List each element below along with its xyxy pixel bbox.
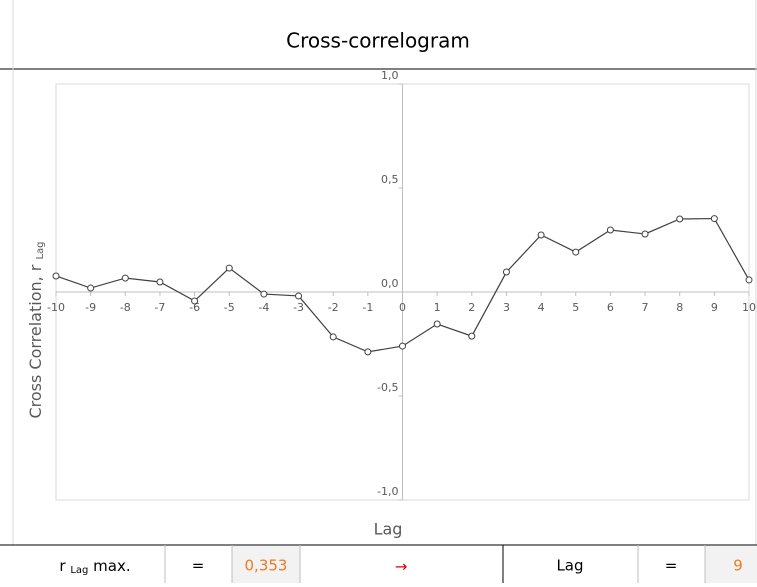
- summary-table: r Lag max. = 0,353 → Lag = 9: [0, 544, 757, 583]
- y-tick-label: -0,5: [377, 381, 398, 394]
- point: [710, 215, 718, 223]
- y-axis-title: Cross Correlation, r Lag: [26, 241, 47, 418]
- equals: =: [192, 557, 205, 575]
- point: [364, 348, 372, 356]
- cell-bg: [705, 546, 757, 583]
- point: [537, 231, 545, 239]
- x-tick-label: 3: [503, 301, 510, 314]
- lag-label: Lag: [556, 557, 583, 575]
- point: [295, 292, 303, 300]
- x-tick-label: -5: [224, 301, 235, 314]
- x-tick-label: -6: [189, 301, 200, 314]
- x-tick-label: 10: [742, 301, 756, 314]
- point: [87, 284, 95, 292]
- x-tick-label: 9: [711, 301, 718, 314]
- point: [572, 248, 580, 256]
- x-tick-label: 5: [572, 301, 579, 314]
- y-axis-title-sub: Lag: [35, 241, 46, 259]
- x-axis-title: Lag: [374, 520, 403, 539]
- point: [156, 278, 164, 286]
- point: [641, 230, 649, 238]
- chart-title: Cross-correlogram: [286, 29, 470, 53]
- point: [225, 264, 233, 272]
- x-tick-label: 2: [468, 301, 475, 314]
- x-tick-label: -10: [47, 301, 65, 314]
- point: [399, 342, 406, 350]
- x-tick-label: -7: [154, 301, 165, 314]
- point: [121, 274, 129, 282]
- cell-bg: [232, 546, 300, 583]
- x-tick-label: 4: [538, 301, 545, 314]
- point: [52, 272, 60, 280]
- r-symbol: r: [59, 557, 70, 575]
- y-tick-label: 0,5: [381, 173, 399, 186]
- point: [329, 333, 337, 341]
- point: [606, 226, 614, 234]
- x-tick-label: 0: [399, 301, 406, 314]
- lag-value: 9: [733, 557, 743, 575]
- equals: =: [665, 557, 678, 575]
- x-tick-label: -4: [258, 301, 269, 314]
- y-tick-label: 1,0: [381, 69, 399, 82]
- y-tick-label: 0,0: [381, 277, 399, 290]
- point: [468, 332, 476, 340]
- y-tick-label: -1,0: [377, 485, 398, 498]
- point: [502, 268, 510, 276]
- x-tick-label: -8: [120, 301, 131, 314]
- x-tick-label: -3: [293, 301, 304, 314]
- x-tick-label: 6: [607, 301, 614, 314]
- y-axis-title-main: Cross Correlation, r: [26, 260, 45, 419]
- r-subscript: Lag: [70, 565, 88, 576]
- point: [260, 290, 268, 298]
- arrow: →: [395, 558, 408, 576]
- point: [676, 215, 684, 223]
- point: [433, 320, 441, 328]
- r-label-rest: max.: [88, 557, 130, 575]
- point: [191, 297, 199, 305]
- r-max-value: 0,353: [245, 557, 288, 575]
- x-tick-label: -2: [328, 301, 339, 314]
- x-tick-label: 7: [642, 301, 649, 314]
- x-tick-label: -1: [362, 301, 373, 314]
- x-tick-label: -9: [85, 301, 96, 314]
- r-max-label: r Lag max.: [59, 557, 130, 577]
- point: [745, 276, 753, 284]
- x-tick-label: 1: [434, 301, 441, 314]
- x-tick-label: 8: [676, 301, 683, 314]
